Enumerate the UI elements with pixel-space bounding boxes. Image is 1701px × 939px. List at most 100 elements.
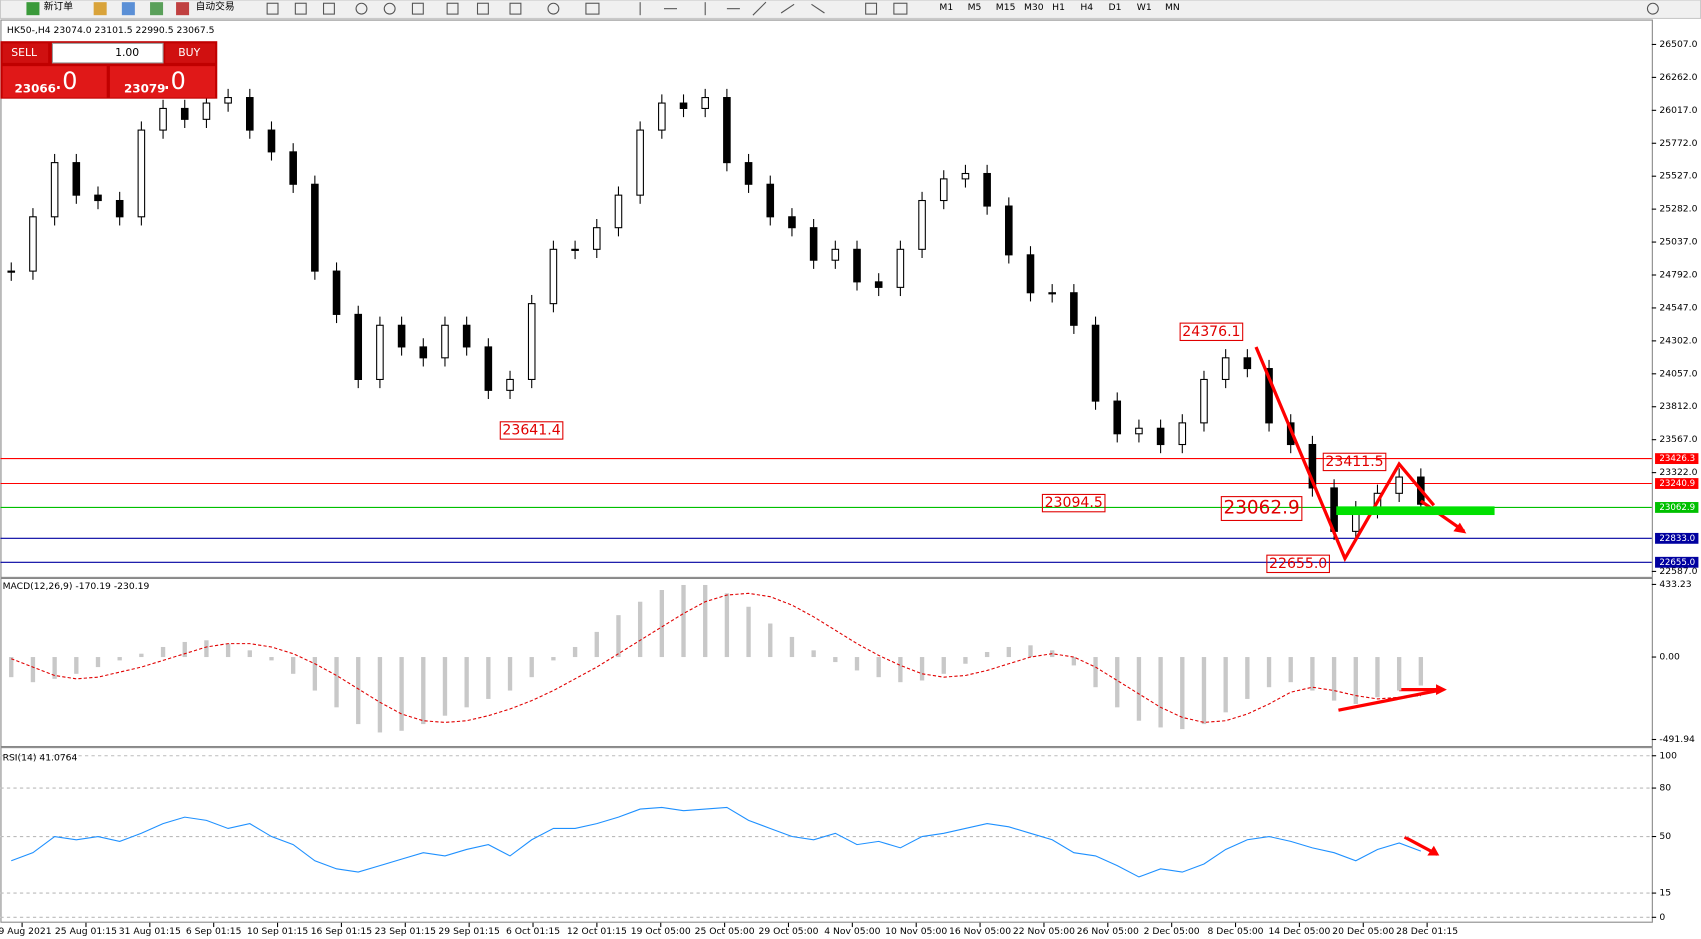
level-tag [1655,532,1699,544]
toolbar [0,0,1701,19]
level-tag [1655,478,1699,489]
support-zone [1336,506,1495,516]
candle [1048,292,1056,295]
ask-price: 23079 [124,81,165,95]
buy-label[interactable]: BUY [178,46,200,59]
timeframe-button[interactable]: W1 [1137,2,1152,13]
macd-bar [984,652,990,658]
annotations: 24376.1 23641.4 23094.5 23411.5 23062.9 22655… [499,322,1387,574]
axes: 26507.0 26262.0 26017.0 25772.0 25527.0 25282… [0,39,1699,937]
lot-input[interactable] [51,42,164,64]
chart-header: HK50-,H4 23074.0 23101.5 22990.5 23067.5 [7,25,215,36]
auto-trading-icon[interactable] [176,2,190,16]
x-tick-label: 14 Dec 05:00 [1268,926,1330,937]
candle [311,183,319,272]
tool-icon[interactable] [93,2,107,16]
macd-bar [356,657,361,725]
timeframe-button[interactable]: M5 [968,2,982,13]
y-tick-label: 25282.0 [1659,204,1697,215]
macd-bar [616,615,621,658]
price-annotation: 23641.4 [502,422,560,438]
buy-button[interactable] [165,43,216,63]
x-tick-label: 10 Sep 01:15 [247,926,309,937]
macd-bar [204,640,209,658]
macd-bar [95,657,101,668]
new-order-icon[interactable] [26,2,40,16]
candle [766,183,775,218]
x-tick-label: 20 Dec 05:00 [1332,926,1394,937]
candle [658,102,666,131]
price-plot [0,88,1652,563]
macd-bar [1028,645,1033,658]
candle [896,248,905,288]
candle [246,97,254,131]
macd-bar [1006,646,1011,658]
timeframe-button[interactable]: M1 [939,2,953,13]
macd-bar [334,657,339,708]
y-tick-label: -491.94 [1659,734,1695,745]
candle [983,172,991,207]
macd-bar [941,657,946,674]
drawing-tools[interactable] [266,1,1659,16]
candle [571,248,579,251]
x-tick-label: 25 Oct 05:00 [695,926,755,937]
macd-bar [1375,657,1380,698]
x-tick-label: 8 Dec 05:00 [1208,926,1264,937]
macd-bar [1353,657,1358,704]
y-tick-label: 23567.0 [1659,434,1697,445]
x-tick-label: 29 Oct 05:00 [758,926,818,937]
annotation-box [1179,322,1244,342]
candle [332,270,341,315]
sell-button[interactable] [2,43,49,63]
x-tick-label: 28 Dec 01:15 [1396,926,1458,937]
timeframe-button[interactable]: M15 [996,2,1016,13]
candle [592,227,601,250]
timeframe-button[interactable]: MN [1165,2,1180,13]
candle [72,162,81,196]
candle [549,248,558,305]
timeframe-button[interactable]: D1 [1109,2,1122,13]
y-tick-label: 0 [1659,912,1665,923]
buy-price-cell[interactable] [109,66,216,98]
macd-bar [1180,657,1185,730]
y-tick-label: 15 [1659,888,1671,899]
sell-label[interactable]: SELL [11,46,37,59]
timeframe-button[interactable]: H1 [1052,2,1065,13]
y-tick-label: 100 [1659,750,1677,761]
x-tick-label: 29 Sep 01:15 [438,926,500,937]
timeframe-button[interactable]: M30 [1024,2,1044,13]
tool-icon[interactable] [150,2,164,16]
timeframe-bar: M1 M5 M15 M30 H1 H4 D1 W1 MN [939,2,1179,13]
candle [50,162,59,218]
macd-bar [9,657,14,678]
candle [1221,357,1230,380]
candle [441,324,449,359]
auto-trading-button[interactable]: 自动交易 [196,0,235,13]
candle [1243,357,1252,370]
macd-bar [681,584,686,658]
macd-plot [9,584,1424,733]
level-label: 23240.9 [1659,479,1695,489]
macd-bar [1201,657,1207,725]
sell-price-cell[interactable] [2,66,107,98]
price-annotation: 23094.5 [1045,495,1103,511]
bid-price: 23066 [15,81,56,95]
x-tick-label: 25 Aug 01:15 [55,926,117,937]
y-tick-label: 24057.0 [1659,368,1697,379]
timeframe-button[interactable]: H4 [1080,2,1093,13]
candle [419,346,428,359]
x-tick-label: 16 Nov 05:00 [949,926,1011,937]
y-tick-label: 22587.0 [1659,566,1697,577]
macd-signal [11,592,1421,723]
new-order-button[interactable]: 新订单 [44,0,73,13]
candle [159,107,167,131]
tool-icon[interactable] [121,2,135,16]
candle [1070,292,1078,326]
lot-value[interactable]: 1.00 [115,46,139,59]
macd-bar [507,657,513,691]
macd-bar [833,657,838,663]
macd-bar [269,657,274,661]
level-label: 23062.9 [1659,503,1695,513]
macd-bar [1331,657,1337,701]
